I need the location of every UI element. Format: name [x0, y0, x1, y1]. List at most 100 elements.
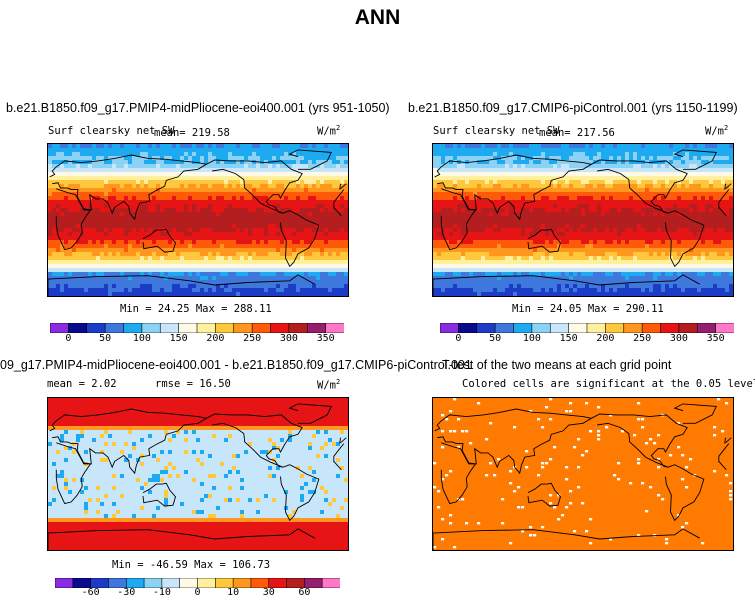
map-cell	[465, 244, 470, 249]
map-cell	[641, 220, 646, 225]
map-cell	[124, 264, 129, 269]
map-cell	[525, 156, 530, 161]
map-cell	[437, 220, 442, 225]
map-cell	[721, 148, 726, 153]
map-cell	[112, 172, 117, 177]
map-cell	[304, 144, 309, 149]
map-cell	[52, 260, 57, 265]
map-cell	[501, 252, 506, 257]
map-cell	[152, 268, 157, 273]
map-cell	[280, 280, 285, 285]
map-cell	[200, 248, 205, 253]
map-cell	[713, 172, 718, 177]
map-cell	[529, 192, 534, 197]
map-cell	[240, 208, 245, 213]
map-cell	[200, 204, 205, 209]
map-cell	[637, 244, 642, 249]
map-cell	[96, 220, 101, 225]
map-cell	[260, 152, 265, 157]
map-cell	[212, 144, 217, 149]
map-cell	[76, 156, 81, 161]
map-cell	[268, 192, 273, 197]
map-cell	[88, 152, 93, 157]
map-cell	[112, 276, 117, 281]
map-cell	[96, 268, 101, 273]
map-cell	[192, 208, 197, 213]
map-cell	[208, 172, 213, 177]
map-cell	[296, 160, 301, 165]
map-cell	[553, 164, 558, 169]
map-cell	[120, 204, 125, 209]
map-cell	[344, 148, 348, 153]
map-cell	[324, 240, 329, 245]
map-cell	[96, 292, 101, 296]
map-cell	[669, 144, 674, 149]
map-cell	[521, 208, 526, 213]
map-cell	[200, 280, 205, 285]
map-cell	[144, 196, 149, 201]
map-cell	[168, 184, 173, 189]
map-cell	[204, 216, 209, 221]
map-cell	[188, 236, 193, 241]
map-cell	[120, 160, 125, 165]
map-cell	[160, 212, 165, 217]
map-cell	[104, 220, 109, 225]
map-cell	[176, 260, 181, 265]
map-cell	[609, 172, 614, 177]
map-cell	[152, 288, 157, 293]
map-cell	[613, 196, 618, 201]
map-cell	[64, 152, 69, 157]
map-cell	[144, 288, 149, 293]
map-cell	[256, 208, 261, 213]
map-cell	[300, 200, 305, 205]
map-cell	[593, 248, 598, 253]
map-cell	[565, 164, 570, 169]
map-cell	[581, 184, 586, 189]
map-cell	[613, 200, 618, 205]
map-cell	[100, 252, 105, 257]
map-cell	[184, 200, 189, 205]
map-cell	[288, 204, 293, 209]
map-cell	[725, 152, 730, 157]
map-cell	[461, 224, 466, 229]
map-cell	[549, 248, 554, 253]
map-cell	[68, 212, 73, 217]
map-cell	[184, 184, 189, 189]
map-cell	[268, 256, 273, 261]
map-cell	[328, 216, 333, 221]
map-cell	[709, 164, 714, 169]
map-cell	[216, 256, 221, 261]
map-cell	[224, 148, 229, 153]
map-cell	[164, 292, 169, 296]
map-cell	[653, 212, 658, 217]
map-cell	[260, 292, 265, 296]
map-cell	[685, 184, 690, 189]
page-title: ANN	[354, 6, 401, 29]
map-cell	[196, 244, 201, 249]
map-cell	[156, 164, 161, 169]
map-cell	[332, 188, 337, 193]
map-cell	[56, 268, 61, 273]
map-cell	[180, 164, 185, 169]
map-cell	[481, 196, 486, 201]
map-cell	[649, 240, 654, 245]
map-cell	[344, 280, 348, 285]
map-cell	[705, 168, 710, 173]
map-cell	[709, 148, 714, 153]
map-cell	[681, 144, 686, 149]
map-cell	[701, 232, 706, 237]
map-cell	[232, 236, 237, 241]
map-cell	[332, 292, 337, 296]
map-cell	[673, 252, 678, 257]
map-cell	[457, 164, 462, 169]
map-cell	[208, 148, 213, 153]
colorbar-tick-label: 50	[99, 333, 112, 344]
map-cell	[625, 244, 630, 249]
map-cell	[244, 164, 249, 169]
map-cell	[669, 212, 674, 217]
map-cell	[308, 204, 313, 209]
map-cell	[100, 236, 105, 241]
map-cell	[296, 292, 301, 296]
map-cell	[565, 236, 570, 241]
map-cell	[152, 272, 157, 277]
